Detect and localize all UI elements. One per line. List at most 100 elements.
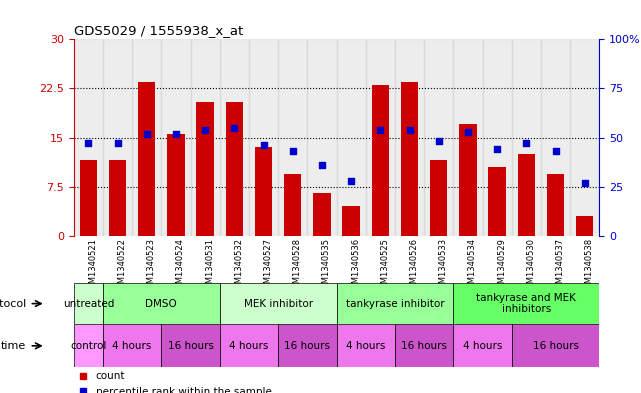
Text: 4 hours: 4 hours [346, 341, 385, 351]
Bar [138, 82, 156, 236]
Bar [395, 39, 424, 236]
Text: 4 hours: 4 hours [463, 341, 502, 351]
Point [433, 138, 444, 145]
Text: untreated: untreated [63, 299, 114, 309]
Bar [190, 39, 220, 236]
Text: GSM1340534: GSM1340534 [468, 238, 477, 294]
Bar [453, 324, 512, 367]
Bar [196, 101, 214, 236]
Point [317, 162, 327, 168]
Bar [512, 324, 599, 367]
Point [288, 148, 298, 154]
Text: 16 hours: 16 hours [285, 341, 330, 351]
Bar [453, 283, 599, 324]
Bar [342, 206, 360, 236]
Bar [547, 174, 564, 236]
Legend: count, percentile rank within the sample: count, percentile rank within the sample [79, 371, 272, 393]
Bar [570, 39, 599, 236]
Bar [337, 39, 366, 236]
Bar [278, 39, 307, 236]
Text: 16 hours: 16 hours [401, 341, 447, 351]
Text: GSM1340538: GSM1340538 [585, 238, 594, 294]
Point [346, 178, 356, 184]
Text: GSM1340536: GSM1340536 [351, 238, 360, 294]
Bar [162, 39, 190, 236]
Bar [337, 324, 395, 367]
Point [463, 129, 473, 135]
Point [112, 140, 122, 147]
Bar [483, 39, 512, 236]
Text: protocol: protocol [0, 299, 26, 309]
Point [521, 140, 531, 147]
Bar [401, 82, 419, 236]
Text: control: control [70, 341, 106, 351]
Text: 16 hours: 16 hours [533, 341, 579, 351]
Point [258, 142, 269, 149]
Bar [337, 283, 453, 324]
Text: GSM1340524: GSM1340524 [176, 238, 185, 294]
Point [551, 148, 561, 154]
Bar [512, 39, 541, 236]
Text: GSM1340522: GSM1340522 [117, 238, 126, 294]
Bar [103, 39, 132, 236]
Point [200, 127, 210, 133]
Bar [79, 160, 97, 236]
Bar [576, 216, 594, 236]
Text: 16 hours: 16 hours [167, 341, 213, 351]
Point [83, 140, 94, 147]
Bar [103, 324, 162, 367]
Text: GSM1340525: GSM1340525 [380, 238, 389, 294]
Bar [109, 160, 126, 236]
Text: tankyrase and MEK
inhibitors: tankyrase and MEK inhibitors [476, 293, 576, 314]
Bar [488, 167, 506, 236]
Bar [74, 283, 103, 324]
Bar [366, 39, 395, 236]
Bar [424, 39, 453, 236]
Text: time: time [1, 341, 26, 351]
Text: GSM1340535: GSM1340535 [322, 238, 331, 294]
Point [229, 125, 240, 131]
Bar [132, 39, 162, 236]
Text: GSM1340526: GSM1340526 [410, 238, 419, 294]
Bar [517, 154, 535, 236]
Bar [395, 324, 453, 367]
Bar [226, 101, 243, 236]
Text: GSM1340532: GSM1340532 [235, 238, 244, 294]
Point [171, 130, 181, 137]
Text: DMSO: DMSO [146, 299, 177, 309]
Text: GDS5029 / 1555938_x_at: GDS5029 / 1555938_x_at [74, 24, 243, 37]
Bar [162, 324, 220, 367]
Bar [167, 134, 185, 236]
Bar [278, 324, 337, 367]
Text: GSM1340531: GSM1340531 [205, 238, 214, 294]
Bar [284, 174, 301, 236]
Text: GSM1340528: GSM1340528 [293, 238, 302, 294]
Bar [220, 39, 249, 236]
Bar [541, 39, 570, 236]
Text: GSM1340523: GSM1340523 [147, 238, 156, 294]
Bar [372, 85, 389, 236]
Text: GSM1340537: GSM1340537 [556, 238, 565, 294]
Point [375, 127, 385, 133]
Text: GSM1340527: GSM1340527 [263, 238, 272, 294]
Bar [249, 39, 278, 236]
Text: MEK inhibitor: MEK inhibitor [244, 299, 313, 309]
Point [142, 130, 152, 137]
Text: tankyrase inhibitor: tankyrase inhibitor [345, 299, 444, 309]
Text: 4 hours: 4 hours [112, 341, 152, 351]
Bar [74, 39, 103, 236]
Bar [220, 324, 278, 367]
Bar [307, 39, 337, 236]
Point [579, 180, 590, 186]
Bar [453, 39, 483, 236]
Point [492, 146, 503, 152]
Bar [430, 160, 447, 236]
Text: GSM1340521: GSM1340521 [88, 238, 97, 294]
Bar [459, 125, 477, 236]
Bar [103, 283, 220, 324]
Text: GSM1340533: GSM1340533 [438, 238, 447, 294]
Bar [254, 147, 272, 236]
Text: GSM1340529: GSM1340529 [497, 238, 506, 294]
Bar [313, 193, 331, 236]
Bar [220, 283, 337, 324]
